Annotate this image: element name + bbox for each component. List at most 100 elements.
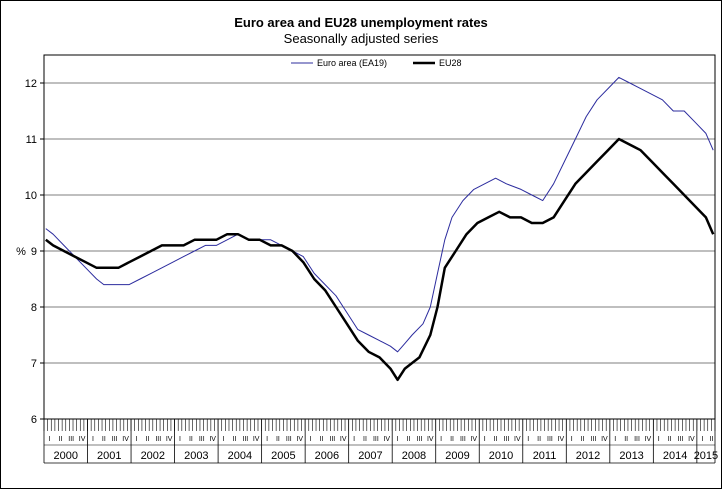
year-label: 2008 bbox=[402, 450, 426, 462]
quarter-tick-label: II bbox=[407, 436, 411, 443]
quarter-tick-label: IV bbox=[253, 436, 260, 443]
quarter-tick-label: II bbox=[494, 436, 498, 443]
year-label: 2014 bbox=[663, 450, 687, 462]
quarter-tick-label: I bbox=[48, 436, 50, 443]
quarter-tick-label: I bbox=[92, 436, 94, 443]
plot-area-border bbox=[43, 54, 716, 420]
quarter-tick-label: IV bbox=[601, 436, 608, 443]
year-label: 2011 bbox=[533, 450, 557, 462]
quarter-tick-label: IV bbox=[558, 436, 565, 443]
y-tick-label: 8 bbox=[31, 302, 37, 314]
year-label: 2007 bbox=[358, 450, 382, 462]
series-line-eu28 bbox=[45, 137, 715, 382]
series-line-ea19 bbox=[45, 76, 714, 353]
legend: Euro area (EA19) EU28 bbox=[291, 58, 462, 68]
y-tick-labels: 6 7 8 9 10 11 12 bbox=[25, 78, 44, 426]
quarter-tick-label: I bbox=[397, 436, 399, 443]
year-label: 2010 bbox=[489, 450, 513, 462]
y-tick-label: 10 bbox=[25, 190, 37, 202]
quarter-tick-label: III bbox=[547, 436, 553, 443]
quarter-tick-label: I bbox=[701, 436, 703, 443]
quarter-tick-label: III bbox=[504, 436, 510, 443]
quarter-tick-label: III bbox=[329, 436, 335, 443]
year-label: 2000 bbox=[54, 450, 78, 462]
quarter-tick-label: II bbox=[668, 436, 672, 443]
quarter-tick-label: I bbox=[440, 436, 442, 443]
quarter-tick-label: II bbox=[363, 436, 367, 443]
quarter-tick-label: I bbox=[658, 436, 660, 443]
x-axis: I II III IV I II III IV I II III IV I II III IV I II III IV… bbox=[43, 419, 718, 464]
quarter-tick-label: II bbox=[624, 436, 628, 443]
quarter-tick-label: II bbox=[581, 436, 585, 443]
quarter-tick-label: IV bbox=[340, 436, 347, 443]
quarter-tick-label: I bbox=[353, 436, 355, 443]
quarter-tick-label: IV bbox=[688, 436, 695, 443]
year-label: 2002 bbox=[141, 450, 165, 462]
quarter-tick-label: II bbox=[709, 436, 713, 443]
chart-subtitle: Seasonally adjusted series bbox=[284, 31, 439, 46]
quarter-tick-label: II bbox=[58, 436, 62, 443]
quarter-tick-label: IV bbox=[166, 436, 173, 443]
quarter-tick-label: I bbox=[266, 436, 268, 443]
quarter-tick-label: II bbox=[102, 436, 106, 443]
quarter-tick-label: I bbox=[527, 436, 529, 443]
legend-label: EU28 bbox=[439, 58, 462, 68]
quarter-tick-label: IV bbox=[470, 436, 477, 443]
quarter-tick-label: II bbox=[189, 436, 193, 443]
quarter-tick-label: III bbox=[634, 436, 640, 443]
gridlines bbox=[44, 82, 715, 364]
y-tick-label: 11 bbox=[26, 134, 37, 146]
year-label: 2013 bbox=[619, 450, 643, 462]
quarter-tick-label: II bbox=[537, 436, 541, 443]
quarter-tick-label: I bbox=[484, 436, 486, 443]
quarter-tick-label: I bbox=[223, 436, 225, 443]
quarter-tick-label: III bbox=[242, 436, 248, 443]
y-tick-label: 9 bbox=[31, 246, 37, 258]
quarter-tick-label: II bbox=[450, 436, 454, 443]
quarter-tick-label: IV bbox=[383, 436, 390, 443]
y-axis-label: % bbox=[16, 246, 26, 258]
year-label: 2009 bbox=[445, 450, 469, 462]
quarter-tick-label: IV bbox=[514, 436, 521, 443]
quarter-tick-label: I bbox=[571, 436, 573, 443]
quarter-tick-label: II bbox=[145, 436, 149, 443]
quarter-tick-label: IV bbox=[645, 436, 652, 443]
quarter-tick-label: III bbox=[199, 436, 205, 443]
quarter-tick-label: I bbox=[310, 436, 312, 443]
quarter-tick-label: I bbox=[179, 436, 181, 443]
quarter-tick-label: III bbox=[591, 436, 597, 443]
quarter-tick-label: III bbox=[460, 436, 466, 443]
quarter-tick-label: III bbox=[112, 436, 118, 443]
quarter-tick-label: III bbox=[286, 436, 292, 443]
quarter-tick-label: I bbox=[614, 436, 616, 443]
quarter-tick-label: III bbox=[68, 436, 74, 443]
quarter-tick-label: II bbox=[276, 436, 280, 443]
y-tick-label: 7 bbox=[31, 358, 37, 370]
quarter-tick-label: I bbox=[136, 436, 138, 443]
quarter-tick-label: IV bbox=[296, 436, 303, 443]
year-label: 2012 bbox=[576, 450, 600, 462]
year-label: 2001 bbox=[97, 450, 121, 462]
quarter-tick-label: II bbox=[320, 436, 324, 443]
legend-label: Euro area (EA19) bbox=[317, 58, 387, 68]
quarter-tick-label: III bbox=[416, 436, 422, 443]
chart-title: Euro area and EU28 unemployment rates bbox=[234, 15, 488, 30]
year-label: 2005 bbox=[271, 450, 295, 462]
quarter-tick-label: IV bbox=[209, 436, 216, 443]
year-label: 2004 bbox=[228, 450, 252, 462]
quarter-tick-label: III bbox=[373, 436, 379, 443]
quarter-tick-label: III bbox=[678, 436, 684, 443]
year-label: 2003 bbox=[184, 450, 208, 462]
quarter-tick-label: IV bbox=[79, 436, 86, 443]
quarter-tick-label: III bbox=[155, 436, 161, 443]
quarter-tick-label: IV bbox=[427, 436, 434, 443]
y-tick-label: 12 bbox=[25, 78, 37, 90]
year-label: 2015 bbox=[694, 450, 718, 462]
year-label: 2006 bbox=[315, 450, 339, 462]
series-lines bbox=[45, 76, 715, 382]
y-tick-label: 6 bbox=[31, 414, 37, 426]
quarter-tick-label: II bbox=[232, 436, 236, 443]
quarter-tick-label: IV bbox=[122, 436, 129, 443]
